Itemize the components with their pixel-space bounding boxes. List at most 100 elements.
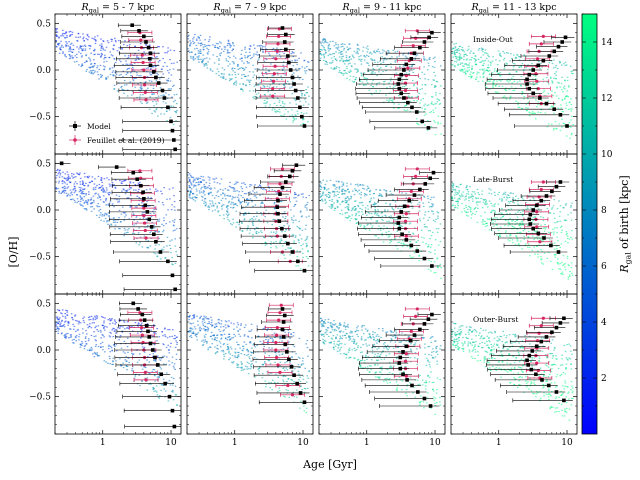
- model-point: [396, 82, 401, 86]
- cloud-point: [110, 54, 113, 56]
- cloud-point: [229, 181, 231, 184]
- cloud-point: [557, 263, 560, 265]
- cloud-point: [547, 92, 550, 95]
- cloud-point: [348, 197, 350, 200]
- cloud-point: [379, 229, 382, 231]
- cloud-point: [485, 57, 488, 60]
- cloud-point: [463, 68, 466, 70]
- obs-point: [415, 167, 419, 171]
- cloud-point: [274, 49, 277, 51]
- cloud-point: [86, 203, 89, 205]
- cloud-point: [454, 66, 456, 68]
- cloud-point: [105, 198, 107, 200]
- cloud-point: [166, 120, 168, 122]
- cloud-point: [549, 260, 552, 262]
- cloud-point: [190, 42, 192, 44]
- cloud-point: [125, 74, 128, 76]
- cloud-point: [251, 201, 253, 203]
- cloud-point: [507, 221, 510, 223]
- cloud-point: [264, 212, 266, 214]
- cloud-point: [277, 204, 279, 206]
- cloud-point: [219, 183, 221, 185]
- cloud-point: [97, 197, 99, 199]
- cloud-point: [361, 184, 364, 186]
- cloud-point: [103, 220, 105, 222]
- cloud-point: [385, 202, 387, 204]
- cloud-point: [566, 232, 568, 235]
- cloud-point: [201, 61, 204, 63]
- cloud-point: [516, 222, 518, 224]
- cloud-point: [389, 86, 391, 88]
- cloud-point: [560, 107, 563, 109]
- cloud-point: [562, 122, 565, 125]
- cloud-point: [373, 204, 375, 206]
- cloud-point: [471, 191, 474, 193]
- obs-point: [539, 42, 543, 46]
- cloud-point: [547, 83, 550, 85]
- cloud-point: [421, 84, 424, 86]
- cloud-point: [510, 86, 513, 88]
- obs-point: [409, 189, 413, 193]
- cloud-point: [381, 215, 384, 217]
- cloud-point: [424, 214, 426, 216]
- cloud-point: [290, 209, 292, 211]
- cloud-point: [570, 212, 572, 214]
- cloud-point: [375, 220, 378, 222]
- cloud-point: [345, 55, 348, 57]
- cloud-point: [175, 228, 178, 230]
- cloud-point: [553, 129, 555, 131]
- cloud-point: [467, 64, 469, 66]
- cloud-point: [385, 192, 388, 194]
- cloud-point: [488, 218, 490, 220]
- model-cloud: [451, 183, 574, 280]
- cloud-point: [329, 179, 332, 181]
- cloud-point: [169, 198, 171, 200]
- cloud-point: [84, 49, 87, 52]
- cloud-point: [384, 65, 387, 67]
- cloud-point: [480, 47, 483, 49]
- cloud-point: [58, 169, 61, 172]
- cloud-point: [391, 193, 394, 196]
- cloud-point: [308, 215, 310, 217]
- cloud-point: [564, 80, 566, 82]
- cloud-point: [163, 94, 166, 96]
- cloud-point: [421, 107, 423, 109]
- cloud-point: [305, 70, 308, 72]
- cloud-point: [60, 40, 62, 42]
- cloud-point: [439, 122, 442, 125]
- cloud-point: [139, 90, 142, 92]
- cloud-point: [279, 241, 281, 243]
- cloud-point: [140, 87, 142, 90]
- cloud-point: [231, 198, 233, 200]
- cloud-point: [58, 171, 61, 173]
- cloud-point: [158, 220, 160, 222]
- cloud-point: [457, 193, 460, 195]
- cloud-point: [136, 55, 138, 57]
- cloud-point: [521, 198, 524, 200]
- cloud-point: [138, 196, 141, 199]
- model-point: [280, 26, 285, 30]
- cloud-point: [82, 48, 84, 50]
- cloud-point: [304, 204, 307, 207]
- cloud-point: [297, 239, 300, 241]
- cloud-point: [195, 197, 197, 199]
- cloud-point: [466, 70, 469, 72]
- cloud-point: [142, 218, 145, 220]
- obs-point: [535, 79, 539, 83]
- cloud-point: [431, 203, 433, 205]
- cloud-point: [375, 188, 378, 191]
- cloud-point: [432, 210, 434, 213]
- cloud-point: [458, 45, 461, 48]
- cloud-point: [475, 59, 477, 61]
- cloud-point: [502, 194, 504, 196]
- cloud-point: [239, 83, 241, 85]
- cloud-point: [59, 172, 62, 174]
- cloud-point: [266, 222, 269, 224]
- cloud-point: [477, 49, 480, 51]
- cloud-point: [552, 106, 555, 108]
- cloud-point: [297, 113, 299, 115]
- cloud-point: [72, 189, 74, 191]
- cloud-point: [130, 205, 133, 207]
- cloud-point: [252, 205, 254, 208]
